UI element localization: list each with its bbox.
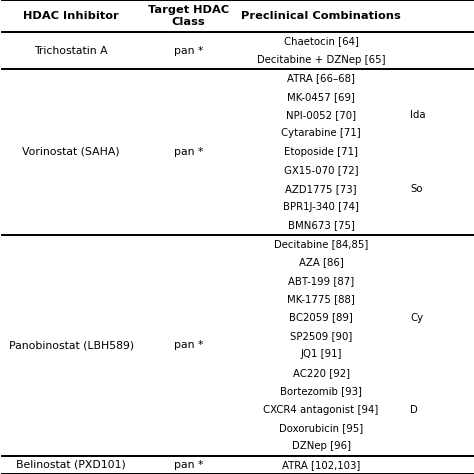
Text: Belinostat (PXD101): Belinostat (PXD101) xyxy=(16,460,126,470)
Text: Preclinical Combinations: Preclinical Combinations xyxy=(241,11,401,21)
Text: JQ1 [91]: JQ1 [91] xyxy=(301,349,342,359)
Text: ATRA [66–68]: ATRA [66–68] xyxy=(287,73,355,83)
Text: So: So xyxy=(410,184,422,194)
Text: MK-1775 [88]: MK-1775 [88] xyxy=(287,294,355,304)
Text: Decitabine + DZNep [65]: Decitabine + DZNep [65] xyxy=(257,55,385,65)
Text: AZD1775 [73]: AZD1775 [73] xyxy=(285,184,357,194)
Text: pan *: pan * xyxy=(174,340,203,350)
Text: Bortezomib [93]: Bortezomib [93] xyxy=(280,386,362,396)
Text: BC2059 [89]: BC2059 [89] xyxy=(289,312,353,322)
Text: BMN673 [75]: BMN673 [75] xyxy=(288,220,355,230)
Text: Panobinostat (LBH589): Panobinostat (LBH589) xyxy=(9,340,134,350)
Text: D: D xyxy=(410,405,418,415)
Text: Vorinostat (SAHA): Vorinostat (SAHA) xyxy=(22,147,120,157)
Text: pan *: pan * xyxy=(174,147,203,157)
Text: Decitabine [84,85]: Decitabine [84,85] xyxy=(274,239,368,249)
Text: ABT-199 [87]: ABT-199 [87] xyxy=(288,276,354,286)
Text: pan *: pan * xyxy=(174,46,203,55)
Text: SP2509 [90]: SP2509 [90] xyxy=(290,331,352,341)
Text: Trichostatin A: Trichostatin A xyxy=(34,46,108,55)
Text: BPR1J-340 [74]: BPR1J-340 [74] xyxy=(283,202,359,212)
Text: Ida: Ida xyxy=(410,110,426,120)
Text: Chaetocin [64]: Chaetocin [64] xyxy=(283,36,359,46)
Text: HDAC Inhibitor: HDAC Inhibitor xyxy=(23,11,119,21)
Text: CXCR4 antagonist [94]: CXCR4 antagonist [94] xyxy=(264,405,379,415)
Text: GX15-070 [72]: GX15-070 [72] xyxy=(284,165,358,175)
Text: pan *: pan * xyxy=(174,460,203,470)
Text: NPI-0052 [70]: NPI-0052 [70] xyxy=(286,110,356,120)
Text: AZA [86]: AZA [86] xyxy=(299,257,344,267)
Text: Etoposide [71]: Etoposide [71] xyxy=(284,147,358,157)
Text: Doxorubicin [95]: Doxorubicin [95] xyxy=(279,423,363,433)
Text: AC220 [92]: AC220 [92] xyxy=(292,368,350,378)
Text: Cytarabine [71]: Cytarabine [71] xyxy=(281,128,361,138)
Text: DZNep [96]: DZNep [96] xyxy=(292,441,351,451)
Text: Target HDAC
Class: Target HDAC Class xyxy=(148,5,229,27)
Text: MK-0457 [69]: MK-0457 [69] xyxy=(287,91,355,101)
Text: ATRA [102,103]: ATRA [102,103] xyxy=(282,460,360,470)
Text: Cy: Cy xyxy=(410,312,423,322)
